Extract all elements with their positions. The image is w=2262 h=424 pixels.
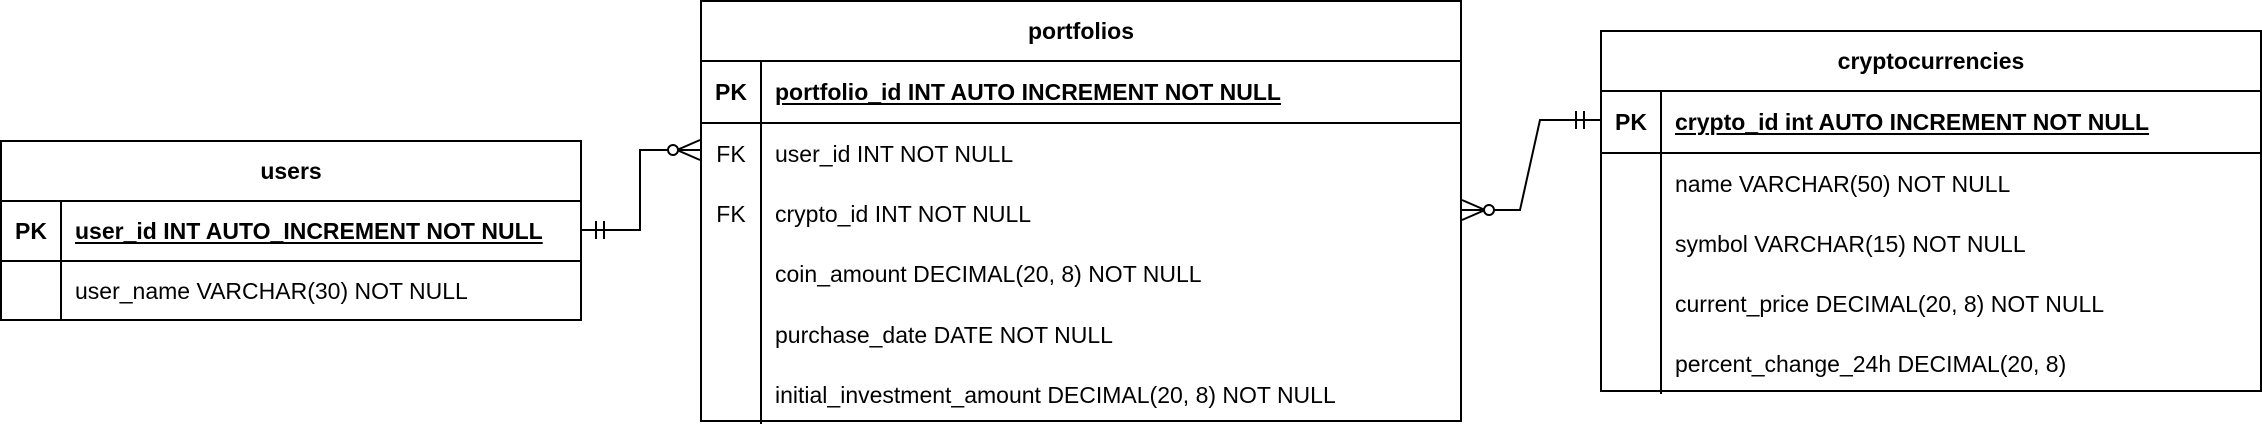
field-coin-amount: coin_amount DECIMAL(20, 8) NOT NULL <box>775 260 1202 287</box>
field-initial-investment: initial_investment_amount DECIMAL(20, 8)… <box>775 381 1336 408</box>
field-user-id: user_id INT AUTO_INCREMENT NOT NULL <box>75 217 543 244</box>
field-current-price: current_price DECIMAL(20, 8) NOT NULL <box>1675 290 2105 317</box>
table-row[interactable]: FK user_id INT NOT NULL <box>702 124 1460 184</box>
table-row-pk[interactable]: PK portfolio_id INT AUTO INCREMENT NOT N… <box>702 62 1460 124</box>
entity-title-users: users <box>2 142 580 202</box>
field-user-id-fk: user_id INT NOT NULL <box>775 140 1014 167</box>
field-crypto-id: crypto_id int AUTO INCREMENT NOT NULL <box>1675 108 2150 135</box>
table-row[interactable]: symbol VARCHAR(15) NOT NULL <box>1602 214 2260 274</box>
pk-label: PK <box>1615 108 1647 135</box>
pk-label: PK <box>15 217 47 244</box>
table-row[interactable]: user_name VARCHAR(30) NOT NULL <box>2 262 580 321</box>
cardinality-zero-circle <box>1483 204 1495 216</box>
field-percent-change: percent_change_24h DECIMAL(20, 8) <box>1675 350 2067 377</box>
entity-body-users: PK user_id INT AUTO_INCREMENT NOT NULL u… <box>2 202 580 321</box>
table-row[interactable]: percent_change_24h DECIMAL(20, 8) <box>1602 334 2260 394</box>
table-row-pk[interactable]: PK user_id INT AUTO_INCREMENT NOT NULL <box>2 202 580 262</box>
table-row[interactable]: current_price DECIMAL(20, 8) NOT NULL <box>1602 274 2260 334</box>
pk-label: PK <box>715 78 747 105</box>
column-divider <box>60 202 62 321</box>
entity-users[interactable]: users PK user_id INT AUTO_INCREMENT NOT … <box>0 140 582 321</box>
entity-portfolios[interactable]: portfolios PK portfolio_id INT AUTO INCR… <box>700 0 1462 424</box>
table-row[interactable]: name VARCHAR(50) NOT NULL <box>1602 154 2260 214</box>
field-symbol: symbol VARCHAR(15) NOT NULL <box>1675 230 2026 257</box>
column-divider <box>1660 92 1662 394</box>
fk-label: FK <box>716 140 746 167</box>
table-row[interactable]: initial_investment_amount DECIMAL(20, 8)… <box>702 366 1460 424</box>
table-row[interactable]: FK crypto_id INT NOT NULL <box>702 184 1460 244</box>
field-purchase-date: purchase_date DATE NOT NULL <box>775 321 1113 348</box>
table-row[interactable]: coin_amount DECIMAL(20, 8) NOT NULL <box>702 244 1460 304</box>
cardinality-zero-circle <box>667 144 679 156</box>
column-divider <box>760 62 762 424</box>
table-row[interactable]: purchase_date DATE NOT NULL <box>702 304 1460 366</box>
entity-title-portfolios: portfolios <box>702 2 1460 62</box>
field-portfolio-id: portfolio_id INT AUTO INCREMENT NOT NULL <box>775 78 1281 105</box>
entity-cryptocurrencies[interactable]: cryptocurrencies PK crypto_id int AUTO I… <box>1600 30 2262 394</box>
fk-label: FK <box>716 200 746 227</box>
relationship-line-users-portfolios <box>582 149 700 231</box>
entity-body-cryptocurrencies: PK crypto_id int AUTO INCREMENT NOT NULL… <box>1602 92 2260 394</box>
relationship-line-crypto-portfolios <box>1462 119 1600 211</box>
entity-body-portfolios: PK portfolio_id INT AUTO INCREMENT NOT N… <box>702 62 1460 424</box>
entity-title-cryptocurrencies: cryptocurrencies <box>1602 32 2260 92</box>
field-crypto-id-fk: crypto_id INT NOT NULL <box>775 200 1032 227</box>
table-row-pk[interactable]: PK crypto_id int AUTO INCREMENT NOT NULL <box>1602 92 2260 154</box>
field-name: name VARCHAR(50) NOT NULL <box>1675 170 2011 197</box>
field-user-name: user_name VARCHAR(30) NOT NULL <box>75 278 468 304</box>
